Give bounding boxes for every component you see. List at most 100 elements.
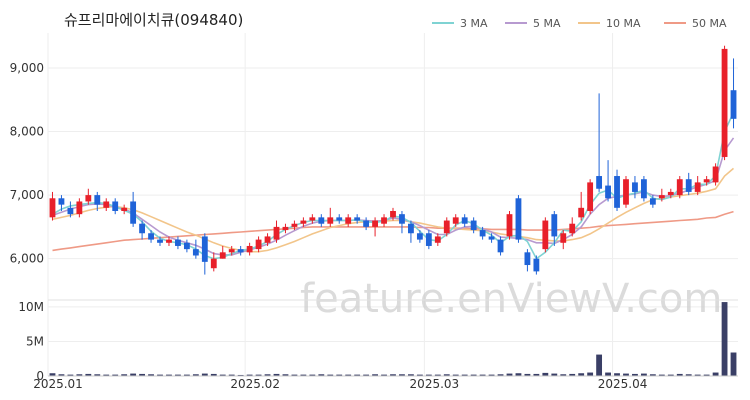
- candle-body: [551, 214, 558, 237]
- candle-body: [632, 182, 638, 192]
- candle-body: [640, 179, 647, 199]
- candle-body: [157, 239, 163, 243]
- volume-bar: [614, 373, 620, 376]
- volume-bar: [58, 374, 65, 376]
- candle-body: [175, 239, 181, 246]
- candle-body: [228, 249, 235, 253]
- volume-bar: [694, 374, 701, 376]
- candle-body: [103, 201, 110, 208]
- candle-body: [452, 217, 459, 224]
- candle-body: [85, 195, 92, 202]
- candle-body: [354, 217, 361, 221]
- candle-body: [318, 217, 325, 224]
- volume-bar: [309, 374, 316, 376]
- candle-layer: [49, 45, 737, 275]
- volume-bar: [721, 302, 728, 376]
- volume-bar: [103, 374, 110, 376]
- volume-bar: [542, 372, 549, 376]
- legend-item: 5 MA: [505, 17, 561, 30]
- candle-body: [130, 201, 137, 224]
- volume-bar: [623, 373, 629, 376]
- volume-bar: [183, 374, 190, 376]
- volume-bar: [381, 374, 387, 376]
- volume-bar: [130, 373, 137, 376]
- moving-average-layer: [52, 112, 735, 260]
- volume-bar: [327, 374, 334, 376]
- volume-bar: [416, 374, 423, 376]
- price-tick-label: 6,000: [10, 252, 44, 266]
- candle-body: [443, 220, 450, 234]
- candle-body: [76, 201, 83, 215]
- price-tick-label: 9,000: [10, 61, 44, 75]
- candle-body: [399, 214, 405, 224]
- candle-body: [112, 201, 119, 211]
- candle-body: [237, 249, 244, 253]
- volume-bar: [76, 374, 83, 376]
- volume-bar: [497, 374, 504, 376]
- volume-bar: [658, 374, 665, 376]
- price-tick-label: 7,000: [10, 188, 44, 202]
- date-tick-label: 2025.04: [598, 377, 648, 391]
- volume-bar: [157, 374, 163, 376]
- candle-body: [721, 48, 728, 157]
- date-tick-label: 2025.02: [230, 377, 280, 391]
- candle-body: [408, 223, 414, 234]
- volume-bar: [166, 374, 172, 376]
- volume-tick-label: 10M: [18, 300, 44, 314]
- volume-bar: [605, 372, 611, 376]
- candle-body: [542, 220, 549, 250]
- candle-body: [506, 214, 513, 237]
- volume-bar: [121, 374, 128, 376]
- volume-bar: [703, 374, 710, 376]
- candle-body: [515, 198, 522, 240]
- candle-body: [730, 90, 737, 119]
- volume-bar: [425, 374, 432, 376]
- volume-tick-label: 0: [36, 369, 44, 383]
- volume-bar: [578, 373, 585, 376]
- candle-body: [309, 217, 316, 221]
- grid-layer: [47, 33, 738, 376]
- candle-body: [596, 176, 603, 189]
- candle-body: [578, 207, 585, 218]
- volume-bar: [587, 372, 594, 376]
- candle-body: [587, 182, 594, 211]
- volume-bar: [300, 374, 307, 376]
- volume-bar: [192, 374, 199, 376]
- volume-bar: [228, 374, 235, 376]
- candle-body: [148, 233, 154, 240]
- candle-body: [434, 236, 441, 243]
- volume-bar: [434, 374, 441, 376]
- volume-bar: [712, 372, 719, 376]
- volume-bar: [291, 374, 298, 376]
- volume-bar: [175, 374, 181, 376]
- chart-title: 슈프리마에이치큐(094840): [64, 11, 243, 29]
- volume-bar: [560, 374, 567, 376]
- candle-body: [676, 179, 683, 196]
- candle-body: [67, 207, 74, 215]
- volume-bar: [67, 374, 74, 376]
- legend-item: 10 MA: [578, 17, 641, 30]
- candle-body: [246, 245, 253, 253]
- volume-layer: [49, 302, 737, 376]
- volume-bar: [94, 374, 101, 376]
- candle-body: [569, 223, 576, 234]
- candle-body: [166, 239, 172, 243]
- candle-body: [658, 195, 665, 199]
- candle-body: [560, 233, 567, 243]
- volume-bar: [264, 374, 271, 376]
- candle-body: [192, 249, 199, 256]
- legend-item: 50 MA: [664, 17, 727, 30]
- volume-bar: [470, 374, 477, 376]
- candle-body: [273, 226, 280, 240]
- volume-bar: [399, 374, 405, 376]
- candle-body: [614, 176, 620, 208]
- candle-body: [201, 236, 208, 262]
- legend-label: 3 MA: [460, 17, 488, 30]
- volume-bar: [148, 374, 154, 376]
- volume-bar: [452, 374, 459, 376]
- volume-bar: [461, 374, 468, 376]
- volume-bar: [524, 373, 531, 376]
- volume-bar: [336, 374, 343, 376]
- candle-body: [264, 236, 271, 243]
- volume-bar: [676, 373, 683, 376]
